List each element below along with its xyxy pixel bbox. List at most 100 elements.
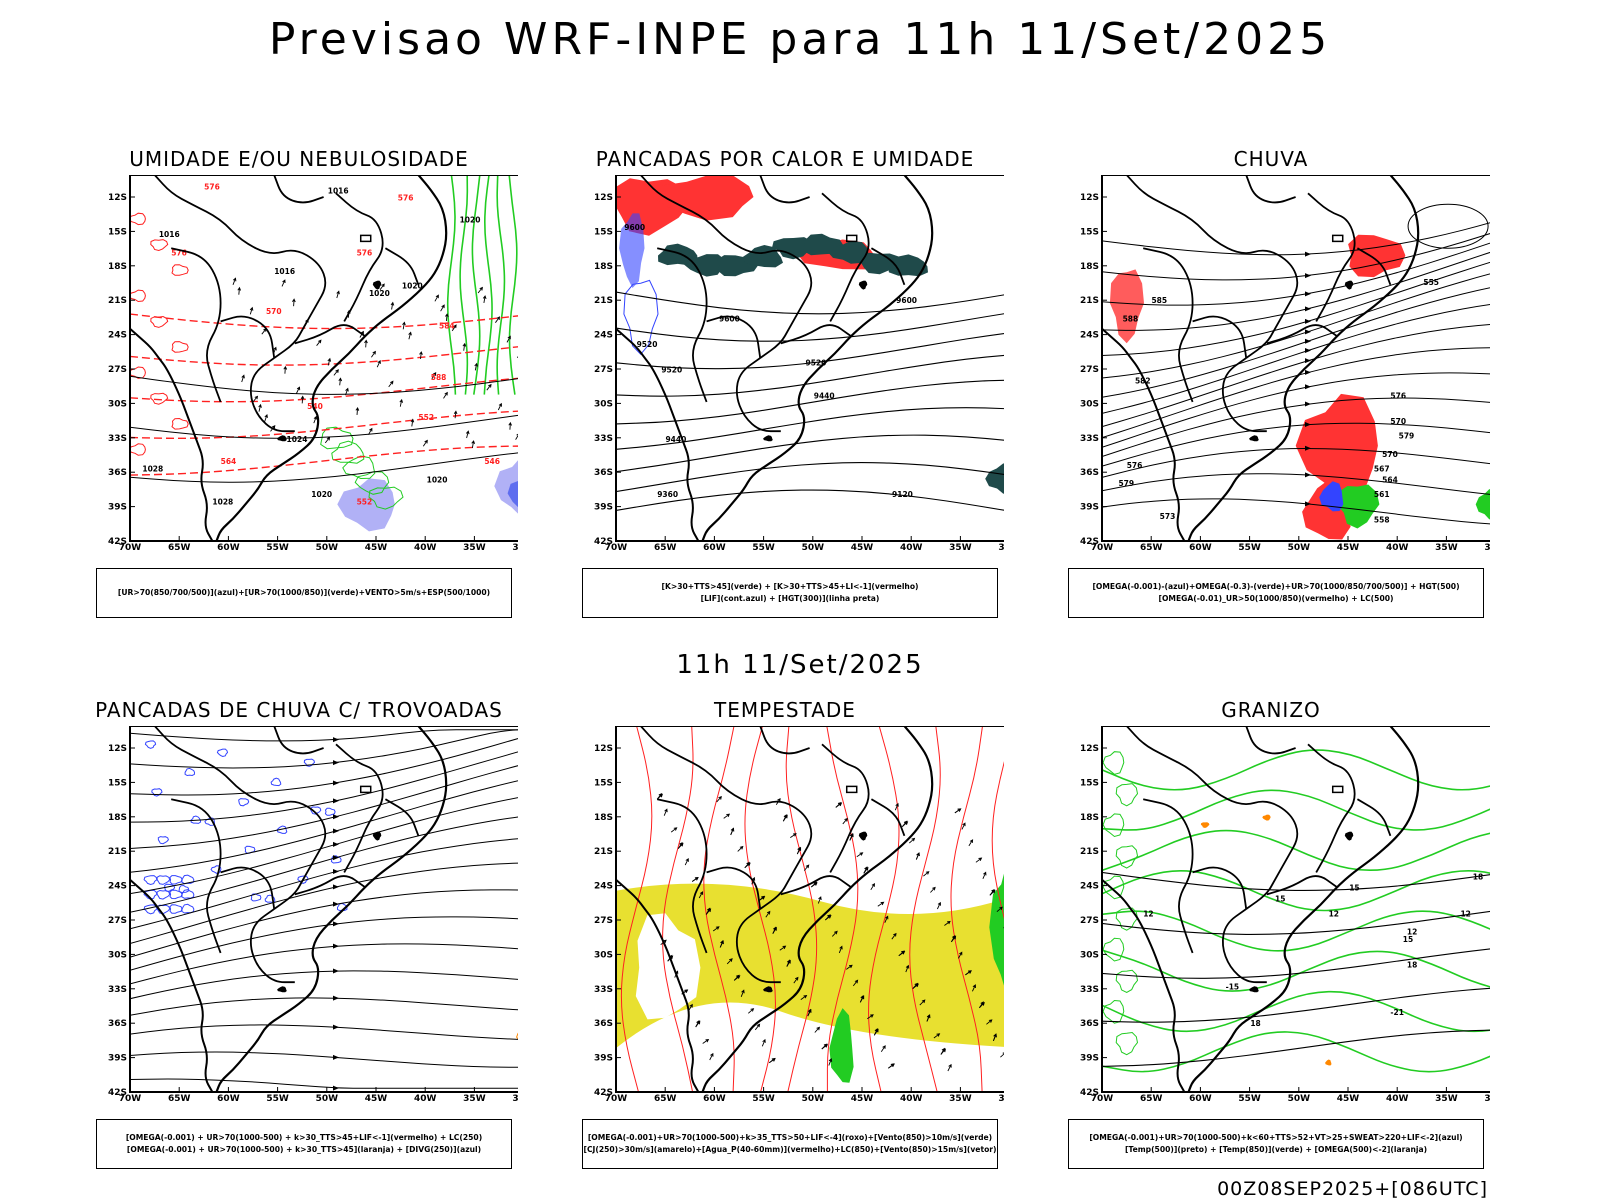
lat-tick-label: 33S [108, 985, 127, 995]
lon-tick-label: 60W [1189, 1094, 1212, 1102]
lake-icon [1344, 280, 1354, 290]
lake-icon [1249, 435, 1259, 442]
wind-vector [515, 433, 518, 440]
contour-label: 12 [1407, 928, 1417, 937]
wind-vector [440, 304, 445, 312]
contour-label: 579 [1118, 479, 1134, 488]
streamline-850 [868, 726, 900, 1092]
green-contour [459, 175, 469, 395]
lat-tick-label: 18S [1080, 262, 1099, 272]
caption-line: [UR>70(850/700/500)](azul)+[UR>70(1000/8… [117, 588, 491, 597]
lon-tick-label: 65W [1140, 1094, 1163, 1102]
lon-tick-label: 70W [605, 543, 628, 551]
wind-vector [264, 414, 268, 422]
streamline [1102, 233, 1490, 281]
lat-tick-label: 30S [1080, 399, 1099, 409]
wind-vector [726, 958, 733, 965]
flow-arrow-icon [1305, 369, 1311, 375]
lon-tick-label: 70W [1091, 1094, 1114, 1102]
panel-caption: [K>30+TTS>45](verde) + [K>30+TTS>45+LI<-… [582, 568, 998, 618]
divergence-contour [169, 889, 183, 900]
green-contour [471, 175, 481, 395]
wind-vector [517, 356, 518, 358]
streamline-850 [950, 726, 983, 1092]
streamline [130, 738, 518, 796]
wind-vector [730, 827, 735, 836]
red-contour [150, 315, 169, 328]
streamline [130, 797, 518, 895]
wind-vector [748, 1008, 755, 1014]
wind-vector [506, 335, 511, 343]
flow-arrow-icon [333, 798, 339, 804]
lat-tick-label: 36S [108, 1019, 127, 1029]
contour-label: 9120 [892, 490, 913, 499]
panel-title: GRANIZO [1221, 698, 1321, 722]
temp850-contour [1102, 870, 1490, 912]
lat-tick-label: 15S [108, 778, 127, 788]
wind-vector [663, 808, 668, 816]
temp850-contour [1102, 875, 1125, 900]
lon-tick-label: 40W [414, 543, 437, 551]
wind-vector [961, 822, 966, 830]
flow-arrow-icon [1305, 422, 1311, 428]
wind-vector [849, 833, 854, 841]
temp500-contour [1102, 948, 1490, 979]
orange-contour [516, 1032, 518, 1040]
lake-icon [372, 280, 382, 290]
lat-tick-label: 42S [108, 1088, 127, 1098]
lon-tick-label: 60W [217, 543, 240, 551]
flow-arrow-icon [333, 814, 339, 820]
wind-vector [422, 439, 428, 447]
lat-tick-label: 33S [1080, 985, 1099, 995]
green-contour [368, 486, 404, 510]
lon-tick-label: 50W [1288, 1094, 1311, 1102]
wind-vector [824, 914, 831, 921]
rain-green-area [1336, 484, 1380, 529]
wind-vector [951, 935, 957, 943]
wind-vector [873, 1028, 879, 1036]
wind-vector [817, 896, 822, 904]
streamline [1102, 372, 1490, 448]
flow-arrow-icon [333, 780, 339, 786]
wind-vector [919, 999, 926, 1006]
lat-tick-label: 24S [1080, 882, 1099, 892]
lif-contour [623, 279, 659, 356]
pressure-contour [130, 414, 518, 439]
green-contour [331, 440, 365, 464]
contour-label: -15 [1226, 983, 1240, 992]
lon-tick-label: 50W [802, 543, 825, 551]
humidity-core [507, 480, 518, 508]
lake-icon [858, 831, 868, 841]
streamline [1102, 447, 1490, 478]
wind-vector [495, 316, 501, 323]
contour-label: 9520 [637, 340, 658, 349]
wind-vector [905, 964, 910, 973]
lon-tick-label: 30W [1484, 1094, 1490, 1102]
country-borders [615, 175, 934, 542]
lon-tick-label: 70W [119, 543, 142, 551]
flow-arrow-icon [1305, 384, 1311, 390]
streamline [1102, 473, 1490, 495]
panel-title: CHUVA [1233, 147, 1309, 171]
caption-line: [OMEGA(-0.01)_UR>50(1000/850)(vermelho) … [1158, 594, 1394, 603]
omega-orange-area [1200, 822, 1210, 828]
page-title: Previsao WRF-INPE para 11h 11/Set/2025 [268, 14, 1332, 65]
lat-tick-label: 21S [108, 296, 127, 306]
flow-arrow-icon [333, 828, 339, 834]
divergence-contour [303, 758, 316, 767]
wind-vector [451, 324, 457, 332]
panel-title: UMIDADE E/OU NEBULOSIDADE [129, 147, 469, 171]
lon-tick-label: 55W [1238, 1094, 1261, 1102]
streamline [130, 838, 518, 930]
wind-vector [761, 1038, 766, 1047]
flow-arrow-icon [1305, 347, 1311, 353]
contour-label: 564 [1382, 475, 1398, 484]
temp850-contour [1102, 990, 1490, 1033]
hgt300-contour [616, 379, 1004, 425]
flow-arrow-icon [1305, 329, 1311, 335]
flow-arrow-icon [333, 869, 339, 875]
wind-vector [891, 932, 897, 940]
